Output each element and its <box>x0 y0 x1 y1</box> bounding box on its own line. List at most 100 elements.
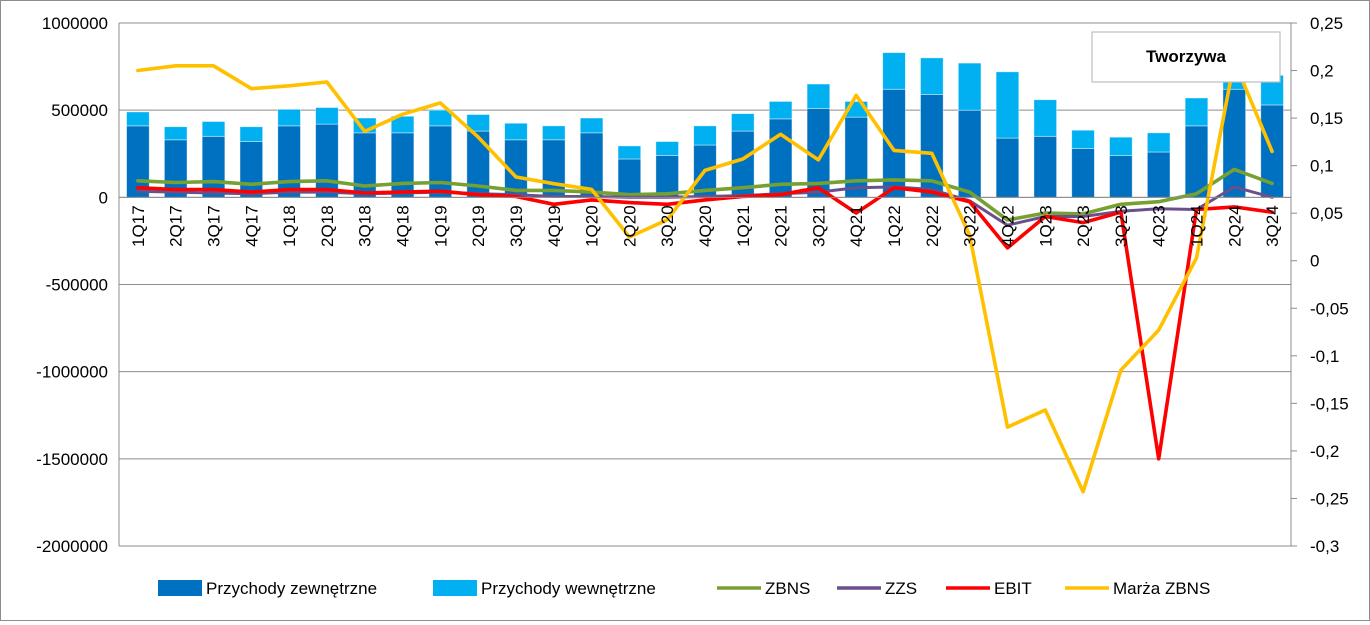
series-line <box>136 59 1274 494</box>
x-tick-label: 2Q23 <box>1074 205 1093 247</box>
bar <box>1184 97 1209 127</box>
bar <box>542 125 566 141</box>
bar <box>428 125 453 198</box>
bar <box>126 111 150 127</box>
bar <box>995 137 1020 198</box>
x-tick-label: 2Q19 <box>469 205 488 247</box>
y-left-tick-label: -1500000 <box>36 450 108 469</box>
x-tick-label: 3Q23 <box>1112 205 1131 247</box>
bar <box>239 141 264 198</box>
bar <box>844 116 868 198</box>
bar <box>731 113 755 132</box>
bar <box>617 145 642 160</box>
lines-layer <box>136 59 1274 494</box>
legend-label: Przychody zewnętrzne <box>206 579 377 598</box>
x-tick-label: 2Q22 <box>923 205 942 247</box>
bar <box>466 114 490 132</box>
x-tick-label: 3Q21 <box>809 205 828 247</box>
bar <box>1033 135 1058 198</box>
x-tick-label: 4Q23 <box>1150 205 1169 247</box>
y-right-tick-label: 0 <box>1310 252 1319 271</box>
y-right-tick-label: 0,15 <box>1310 109 1343 128</box>
x-tick-label: 1Q21 <box>734 205 753 247</box>
x-tick-label: 2Q17 <box>167 205 186 247</box>
x-tick-label: 4Q21 <box>847 205 866 247</box>
series-line <box>136 185 1274 227</box>
bar <box>315 123 339 198</box>
bar <box>1109 155 1133 198</box>
x-tick-label: 3Q24 <box>1263 205 1282 247</box>
y-right-tick-label: -0,2 <box>1310 442 1339 461</box>
y-right-tick-label: -0,1 <box>1310 347 1339 366</box>
x-tick-label: 1Q18 <box>280 205 299 247</box>
x-tick-label: 1Q20 <box>583 205 602 247</box>
x-tick-label: 3Q19 <box>507 205 526 247</box>
x-tick-label: 1Q24 <box>1187 205 1206 247</box>
legend-swatch <box>158 580 202 596</box>
x-tick-label: 1Q23 <box>1036 205 1055 247</box>
chart-title: Tworzywa <box>1146 47 1227 66</box>
x-tick-labels: 1Q17 2Q17 3Q17 4Q17 1Q18 2Q18 3Q18 4Q18 1Q19 2Q19… <box>129 205 1282 247</box>
bar <box>1033 99 1058 137</box>
bar <box>768 101 793 120</box>
x-tick-label: 2Q20 <box>620 205 639 247</box>
bar <box>201 121 226 137</box>
bar <box>390 115 415 134</box>
bar <box>882 52 906 90</box>
bar <box>579 117 604 134</box>
legend-label: EBIT <box>994 579 1032 598</box>
x-tick-label: 4Q22 <box>998 205 1017 247</box>
bar <box>655 141 679 156</box>
legend-label: ZZS <box>885 579 917 598</box>
legend-label: Przychody wewnętrzne <box>481 579 656 598</box>
x-tick-label: 2Q18 <box>318 205 337 247</box>
y-right-tick-label: 0,1 <box>1310 157 1334 176</box>
bar <box>1071 129 1095 149</box>
y-right-tick-label: 0,25 <box>1310 14 1343 33</box>
y-left-tick-label: -1000000 <box>36 363 108 382</box>
x-tick-label: 4Q18 <box>394 205 413 247</box>
x-tick-label: 3Q18 <box>356 205 375 247</box>
bar <box>315 107 339 125</box>
legend-swatch <box>433 580 477 596</box>
y-right-tick-label: -0,15 <box>1310 394 1349 413</box>
bar <box>920 57 944 95</box>
y-right-tick-label: -0,3 <box>1310 537 1339 556</box>
x-tick-label: 3Q20 <box>658 205 677 247</box>
bar <box>163 126 188 141</box>
x-tick-label: 1Q17 <box>129 205 148 247</box>
x-tick-label: 2Q24 <box>1225 205 1244 247</box>
bar <box>277 125 301 198</box>
bar <box>428 109 453 127</box>
legend-label: ZBNS <box>765 579 810 598</box>
bar <box>1146 132 1171 153</box>
x-tick-label: 2Q21 <box>772 205 791 247</box>
y-left-tick-label: -2000000 <box>36 537 108 556</box>
bar <box>239 126 264 142</box>
bar <box>957 62 982 111</box>
series-line <box>136 167 1274 222</box>
bar <box>1109 136 1133 156</box>
bar <box>693 125 717 146</box>
bar <box>504 122 528 141</box>
y-right-tick-label: 0,05 <box>1310 204 1343 223</box>
bar <box>1146 151 1171 198</box>
bar <box>957 109 982 198</box>
series-line <box>136 185 1274 461</box>
chart-title-box: Tworzywa <box>1091 31 1281 83</box>
x-tick-label: 4Q17 <box>242 205 261 247</box>
y-left-tick-label: -500000 <box>46 276 108 295</box>
bar <box>390 132 415 198</box>
x-tick-label: 3Q22 <box>961 205 980 247</box>
x-tick-label: 3Q17 <box>205 205 224 247</box>
bar <box>617 158 642 198</box>
x-tick-label: 4Q19 <box>545 205 564 247</box>
x-tick-label: 1Q22 <box>885 205 904 247</box>
y-left-tick-label: 0 <box>99 188 108 207</box>
y-left-tick-label: 500000 <box>51 101 108 120</box>
y-right-tick-label: -0,25 <box>1310 489 1349 508</box>
bar <box>1071 148 1095 198</box>
legend: Przychody zewnętrzne Przychody wewnętrzne… <box>158 579 1210 598</box>
